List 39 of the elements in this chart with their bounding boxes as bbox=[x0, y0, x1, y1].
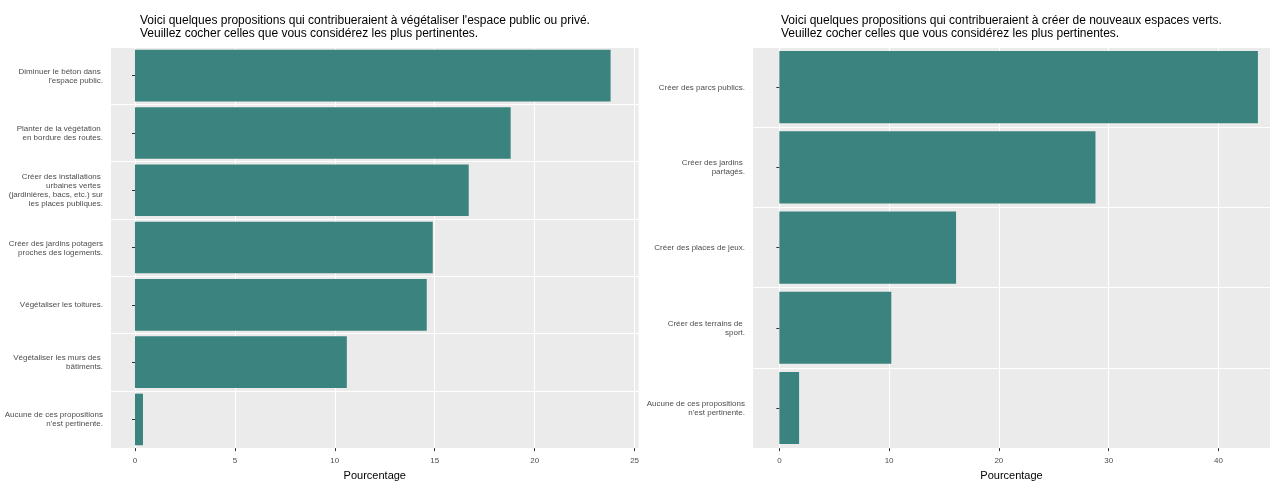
x-tick-label: 0 bbox=[777, 455, 783, 465]
x-tick-label: 5 bbox=[232, 455, 238, 465]
y-tick-label: Végétaliser les toitures. bbox=[19, 300, 103, 310]
bar bbox=[134, 393, 143, 446]
bar bbox=[134, 164, 469, 217]
x-tick-label: 25 bbox=[630, 455, 640, 465]
y-tick-label: Créer des parcs publics. bbox=[658, 82, 745, 92]
y-tick-label: Créer des terrains de sport. bbox=[667, 318, 745, 337]
x-tick-label: 30 bbox=[1104, 455, 1114, 465]
x-tick-label: 10 bbox=[884, 455, 895, 465]
y-tick-label: Créer des jardins potagers proches des logements. bbox=[8, 238, 103, 257]
x-axis-title: Pourcentage bbox=[980, 468, 1043, 481]
y-tick-label: Planter de la végétation en bordure des routes. bbox=[16, 123, 103, 142]
y-tick-label: Créer des installations urbaines vertes (jardinières, bacs, etc.) sur les places publiques. bbox=[8, 172, 104, 209]
bar bbox=[134, 49, 611, 102]
y-tick-label: Aucune de ces propositions n'est pertinente. bbox=[4, 410, 103, 429]
bar bbox=[779, 291, 892, 364]
chart-title: Voici quelques propositions qui contribueraient à créer de nouveaux espaces verts. Veuillez cocher celles que vous considérez les plus pertinentes. bbox=[781, 12, 1222, 40]
bar bbox=[779, 371, 800, 445]
x-tick-label: 40 bbox=[1213, 455, 1224, 465]
y-tick-label: Diminuer le béton dans l'espace public. bbox=[18, 66, 103, 85]
y-tick-label: Végétaliser les murs des bâtiments. bbox=[13, 353, 103, 372]
bar bbox=[779, 211, 957, 284]
bar bbox=[134, 336, 347, 388]
bar bbox=[134, 279, 427, 331]
x-tick-label: 20 bbox=[994, 455, 1004, 465]
bar bbox=[134, 107, 511, 159]
chart-title: Voici quelques propositions qui contribueraient à végétaliser l'espace public ou privé. Veuillez cocher celles que vous considérez les plus pertinentes. bbox=[140, 12, 590, 40]
x-tick-label: 15 bbox=[430, 455, 440, 465]
x-tick-label: 20 bbox=[530, 455, 540, 465]
x-tick-label: 10 bbox=[330, 455, 340, 465]
y-tick-label: Créer des jardins partagés. bbox=[681, 158, 745, 177]
bar bbox=[134, 221, 433, 274]
bar bbox=[779, 131, 1096, 204]
x-axis-title: Pourcentage bbox=[343, 468, 406, 481]
y-tick-label: Créer des places de jeux. bbox=[654, 243, 745, 253]
y-tick-label: Aucune de ces propositions n'est pertinente. bbox=[646, 398, 745, 417]
x-tick-label: 0 bbox=[132, 455, 138, 465]
bar bbox=[779, 51, 1258, 124]
